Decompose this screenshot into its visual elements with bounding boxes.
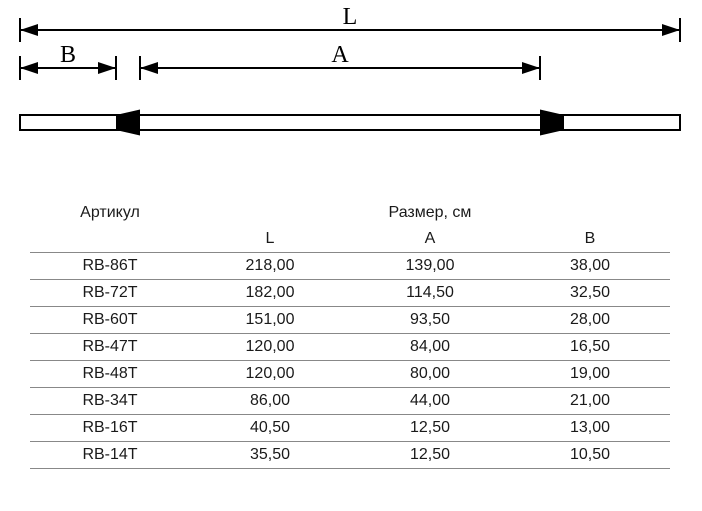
header-col-L: L [190,226,350,253]
cell-article: RB-34T [30,388,190,415]
cell-L: 86,00 [190,388,350,415]
cell-B: 13,00 [510,415,670,442]
arrowhead [522,62,540,74]
arrowhead [20,62,38,74]
table-row: RB-48T120,0080,0019,00 [30,361,670,388]
table-row: RB-47T120,0084,0016,50 [30,334,670,361]
table-row: RB-34T86,0044,0021,00 [30,388,670,415]
cell-L: 35,50 [190,442,350,469]
cell-article: RB-72T [30,280,190,307]
dim-label: B [60,42,76,68]
cell-A: 93,50 [350,307,510,334]
cell-L: 120,00 [190,334,350,361]
arrowhead [20,24,38,36]
collar [116,110,140,136]
table-row: RB-60T151,0093,5028,00 [30,307,670,334]
table-body: RB-86T218,00139,0038,00RB-72T182,00114,5… [30,253,670,469]
arrowhead [140,62,158,74]
cell-L: 151,00 [190,307,350,334]
cell-L: 120,00 [190,361,350,388]
cell-A: 114,50 [350,280,510,307]
cell-article: RB-47T [30,334,190,361]
cell-L: 40,50 [190,415,350,442]
cell-L: 218,00 [190,253,350,280]
cell-B: 19,00 [510,361,670,388]
header-col-B: B [510,226,670,253]
cell-B: 16,50 [510,334,670,361]
arrowhead [662,24,680,36]
header-article-blank [30,226,190,253]
table-row: RB-14T35,5012,5010,50 [30,442,670,469]
dim-label: A [331,42,349,68]
cell-B: 28,00 [510,307,670,334]
arrowhead [98,62,116,74]
table-row: RB-86T218,00139,0038,00 [30,253,670,280]
cell-A: 12,50 [350,415,510,442]
table-row: RB-72T182,00114,5032,50 [30,280,670,307]
cell-A: 44,00 [350,388,510,415]
cell-B: 21,00 [510,388,670,415]
cell-L: 182,00 [190,280,350,307]
cell-B: 38,00 [510,253,670,280]
collar [540,110,564,136]
barbell-dimension-diagram: L B A [0,0,702,170]
cell-article: RB-86T [30,253,190,280]
cell-A: 80,00 [350,361,510,388]
cell-A: 12,50 [350,442,510,469]
cell-B: 32,50 [510,280,670,307]
header-col-A: A [350,226,510,253]
header-size: Размер, см [190,200,670,226]
cell-article: RB-14T [30,442,190,469]
header-article: Артикул [30,200,190,226]
cell-article: RB-60T [30,307,190,334]
dimensions-table-container: Артикул Размер, см L A B RB-86T218,00139… [30,200,670,469]
cell-A: 139,00 [350,253,510,280]
cell-A: 84,00 [350,334,510,361]
table-row: RB-16T40,5012,5013,00 [30,415,670,442]
cell-article: RB-16T [30,415,190,442]
dim-label: L [343,4,358,30]
cell-article: RB-48T [30,361,190,388]
dimensions-table: Артикул Размер, см L A B RB-86T218,00139… [30,200,670,469]
cell-B: 10,50 [510,442,670,469]
